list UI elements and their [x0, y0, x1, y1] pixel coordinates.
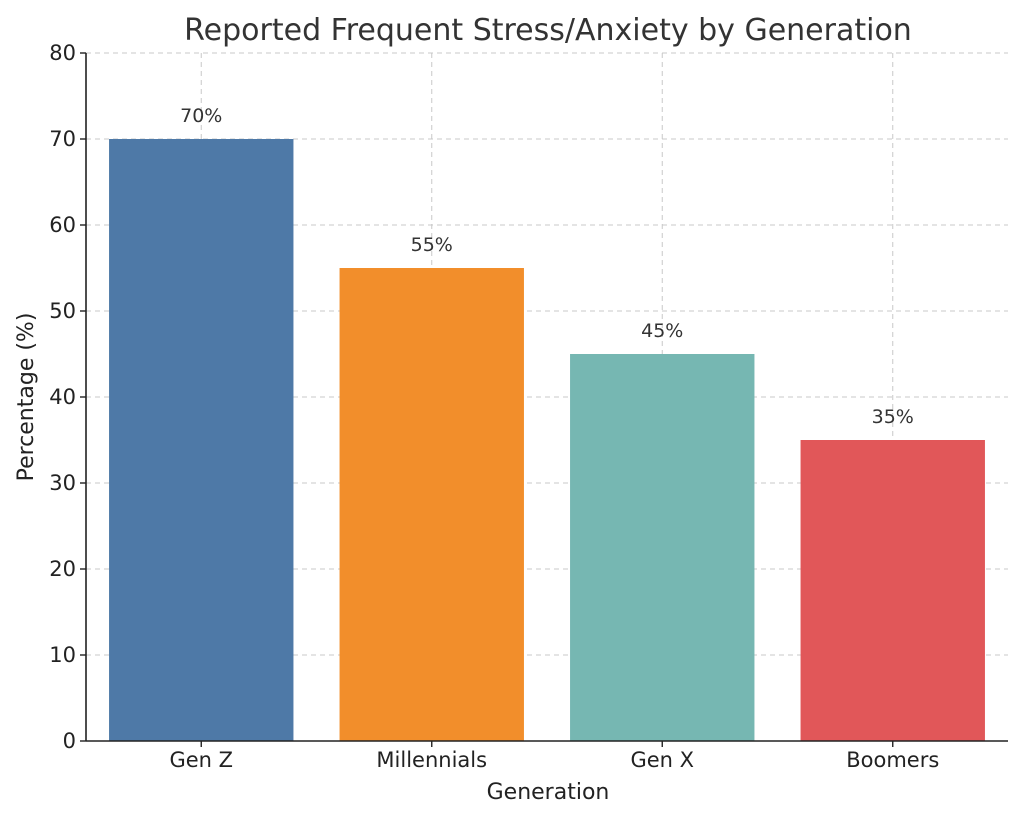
y-tick-label: 20: [49, 557, 76, 581]
bars-group: [109, 139, 985, 741]
value-label: 45%: [641, 320, 683, 342]
value-label: 55%: [411, 234, 453, 256]
value-label: 70%: [180, 105, 222, 127]
value-label: 35%: [872, 406, 914, 428]
x-tick-label: Gen Z: [169, 748, 233, 772]
y-tick-label: 10: [49, 643, 76, 667]
y-tick-label: 60: [49, 213, 76, 237]
value-labels-group: 70% 55% 45% 35%: [180, 105, 914, 428]
y-axis-title: Percentage (%): [14, 313, 39, 482]
y-tick-label: 70: [49, 127, 76, 151]
x-tick-label: Boomers: [846, 748, 939, 772]
x-axis-title: Generation: [487, 780, 610, 805]
y-tick-label: 40: [49, 385, 76, 409]
bar-gen-x: [570, 354, 755, 741]
x-tick-label: Gen X: [630, 748, 694, 772]
chart-title: Reported Frequent Stress/Anxiety by Gene…: [184, 13, 912, 48]
y-tick-label: 30: [49, 471, 76, 495]
bar-gen-z: [109, 139, 294, 741]
axes-group: [80, 52, 1008, 747]
y-tick-label: 80: [49, 41, 76, 65]
y-tick-label: 0: [63, 729, 76, 753]
x-tick-labels-group: Gen Z Millennials Gen X Boomers: [169, 748, 939, 772]
x-tick-label: Millennials: [376, 748, 487, 772]
y-tick-label: 50: [49, 299, 76, 323]
bar-millennials: [339, 268, 524, 741]
y-tick-labels-group: 0 10 20 30 40 50 60 70 80: [49, 41, 76, 753]
bar-boomers: [800, 440, 985, 741]
